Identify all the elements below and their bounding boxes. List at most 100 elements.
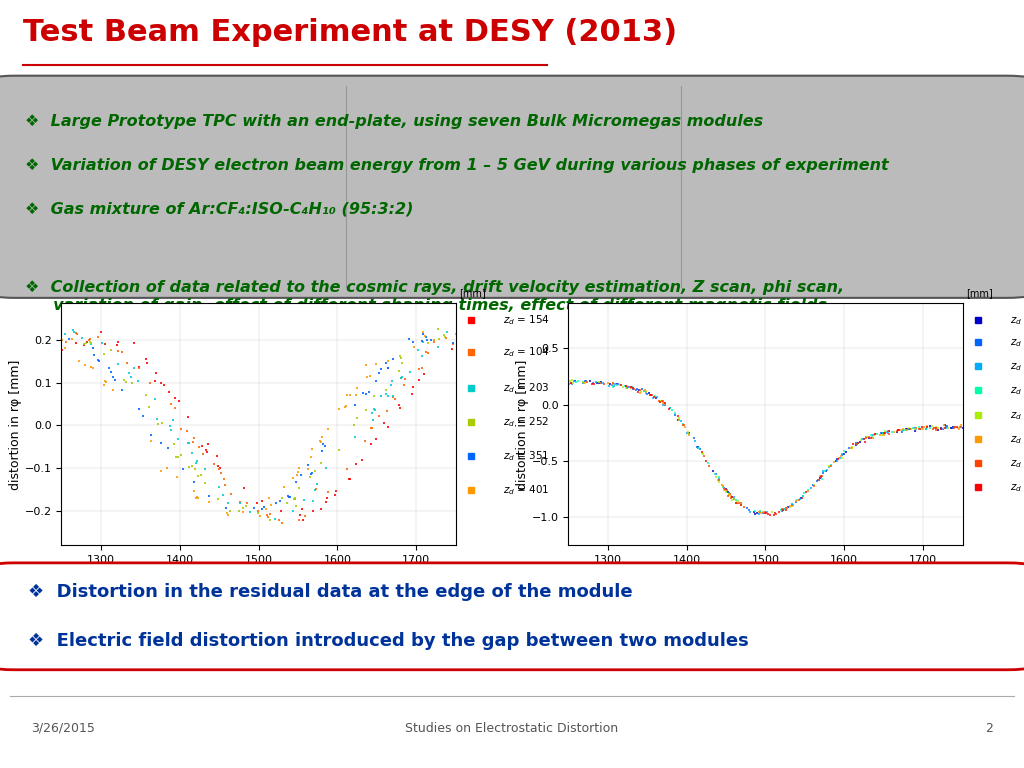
Point [162,420,178,432]
Point [393,372,410,385]
Point [431,333,447,345]
Point [560,377,577,389]
Point [346,419,362,432]
Point [368,433,384,445]
Point [91,356,108,368]
Point [291,482,307,494]
Point [358,371,375,383]
Point [715,480,731,492]
Text: $z_d$ = 360: $z_d$ = 360 [1010,408,1024,422]
Point [595,377,611,389]
Point [641,387,657,399]
Point [716,482,732,494]
Text: $z_d$ = 157: $z_d$ = 157 [1010,313,1024,327]
Point [922,422,938,434]
Point [148,367,165,379]
Point [791,495,807,507]
Point [654,395,671,407]
Point [856,435,872,448]
Point [78,337,94,349]
Point [912,422,929,435]
Point [570,375,587,387]
Point [779,501,796,513]
Point [781,501,798,513]
Point [591,376,607,389]
Point [362,438,379,450]
Point [262,514,279,526]
Point [951,421,968,433]
Point [729,497,745,509]
Point [444,337,461,349]
Point [371,367,387,379]
Point [616,380,633,392]
Point [930,422,946,434]
Point [199,445,215,458]
Point [925,422,941,435]
Point [142,377,159,389]
Point [391,399,408,412]
Text: $z_d$ = 410: $z_d$ = 410 [1010,432,1024,445]
Point [563,377,580,389]
Point [321,486,337,498]
Point [138,353,155,365]
Point [919,420,935,432]
Point [721,487,737,499]
Point [373,389,389,402]
Point [564,374,581,386]
Point [821,462,838,474]
Point [286,493,302,505]
Point [187,456,204,468]
Point [792,493,808,505]
Point [943,422,959,435]
Point [212,467,228,479]
Point [733,497,750,509]
Point [383,379,399,391]
Point [377,384,393,396]
Point [249,496,265,508]
Text: $z_d$ = 259: $z_d$ = 259 [1010,359,1024,373]
Point [361,369,378,382]
Point [705,465,721,477]
Point [907,422,924,434]
Point [637,384,653,396]
Point [396,379,413,391]
Point [834,452,850,464]
Point [854,432,870,445]
Point [53,329,70,342]
Point [694,449,711,461]
Point [845,439,861,451]
Point [625,382,641,395]
Point [716,484,732,496]
Point [183,460,200,472]
Point [406,336,422,348]
Text: ❖  Variation of DESY electron beam energy from 1 – 5 GeV during various phases o: ❖ Variation of DESY electron beam energy… [26,157,889,173]
Point [771,506,787,518]
Point [423,333,439,346]
Point [150,412,166,425]
Point [211,462,227,474]
Point [675,419,691,432]
Point [676,419,692,431]
Point [733,498,750,511]
Point [670,410,686,422]
Point [721,489,737,502]
Point [670,414,686,426]
Point [385,353,401,365]
Point [697,455,714,467]
Point [711,473,727,485]
Point [655,395,672,407]
Point [143,435,160,447]
Point [331,402,347,415]
Point [844,442,860,455]
Point [834,449,850,461]
Point [318,462,335,474]
Point [733,498,750,511]
Point [110,358,126,370]
Point [304,443,321,455]
Point [926,422,942,434]
Point [860,432,877,444]
Point [273,492,290,504]
Point [720,489,736,502]
Point [318,496,335,508]
Point [216,472,232,485]
